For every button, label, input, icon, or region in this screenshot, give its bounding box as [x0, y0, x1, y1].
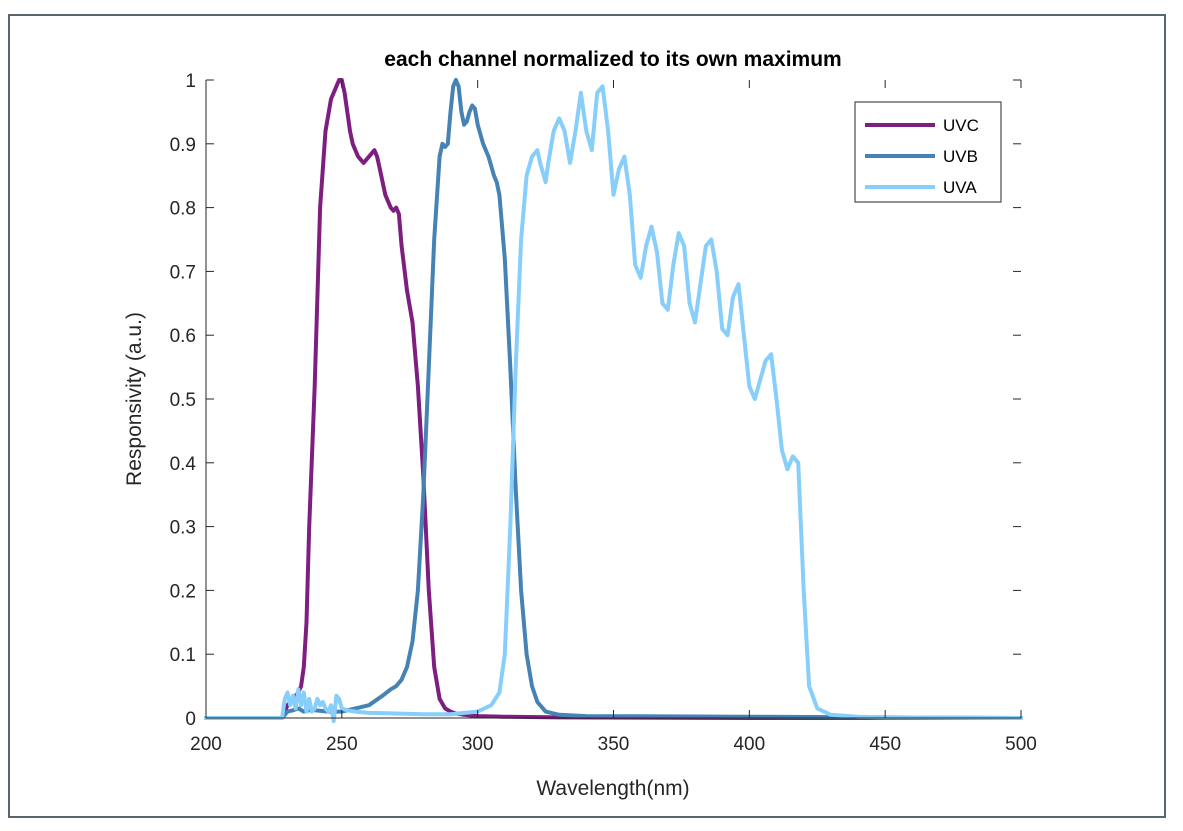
chart-title: each channel normalized to its own maxim… — [384, 48, 841, 71]
figure-frame: each channel normalized to its own maxim… — [8, 14, 1166, 818]
series-line-uvc — [204, 78, 1023, 720]
y-tick-label: 0.3 — [170, 518, 196, 539]
y-tick-label: 0 — [185, 709, 196, 730]
x-tick-label: 400 — [733, 734, 765, 755]
x-tick-label: 450 — [869, 734, 901, 755]
y-tick-label: 0.4 — [170, 454, 197, 475]
y-axis-title: Responsivity (a.u.) — [123, 312, 146, 486]
legend-label-uvc: UVC — [943, 116, 979, 135]
x-tick-label: 500 — [1005, 734, 1037, 755]
x-tick-label: 250 — [326, 734, 358, 755]
x-tick-label: 200 — [190, 734, 222, 755]
x-axis-title: Wavelength(nm) — [536, 777, 689, 800]
legend: UVC UVB UVA — [854, 101, 1002, 203]
series-layer — [204, 78, 1023, 724]
line-chart: each channel normalized to its own maxim… — [123, 48, 1037, 800]
legend-label-uva: UVA — [943, 178, 977, 197]
y-tick-label: 0.5 — [170, 390, 196, 411]
y-tick-label: 0.7 — [170, 262, 196, 283]
x-tick-label: 300 — [462, 734, 494, 755]
x-tick-label: 350 — [598, 734, 630, 755]
series-line-uvb — [204, 78, 1023, 720]
y-tick-label: 0.6 — [170, 326, 196, 347]
y-tick-label: 0.8 — [170, 199, 196, 220]
y-ticks: 0 0.1 0.2 0.3 0.4 0.5 0.6 0.7 0.8 0.9 1 — [170, 71, 1021, 730]
series-line-uva — [204, 84, 1023, 724]
y-tick-label: 0.1 — [170, 645, 196, 666]
legend-label-uvb: UVB — [943, 147, 978, 166]
y-tick-label: 1 — [185, 71, 196, 92]
x-ticks: 200 250 300 350 400 450 500 — [190, 80, 1037, 755]
y-tick-label: 0.9 — [170, 135, 196, 156]
y-tick-label: 0.2 — [170, 581, 196, 602]
